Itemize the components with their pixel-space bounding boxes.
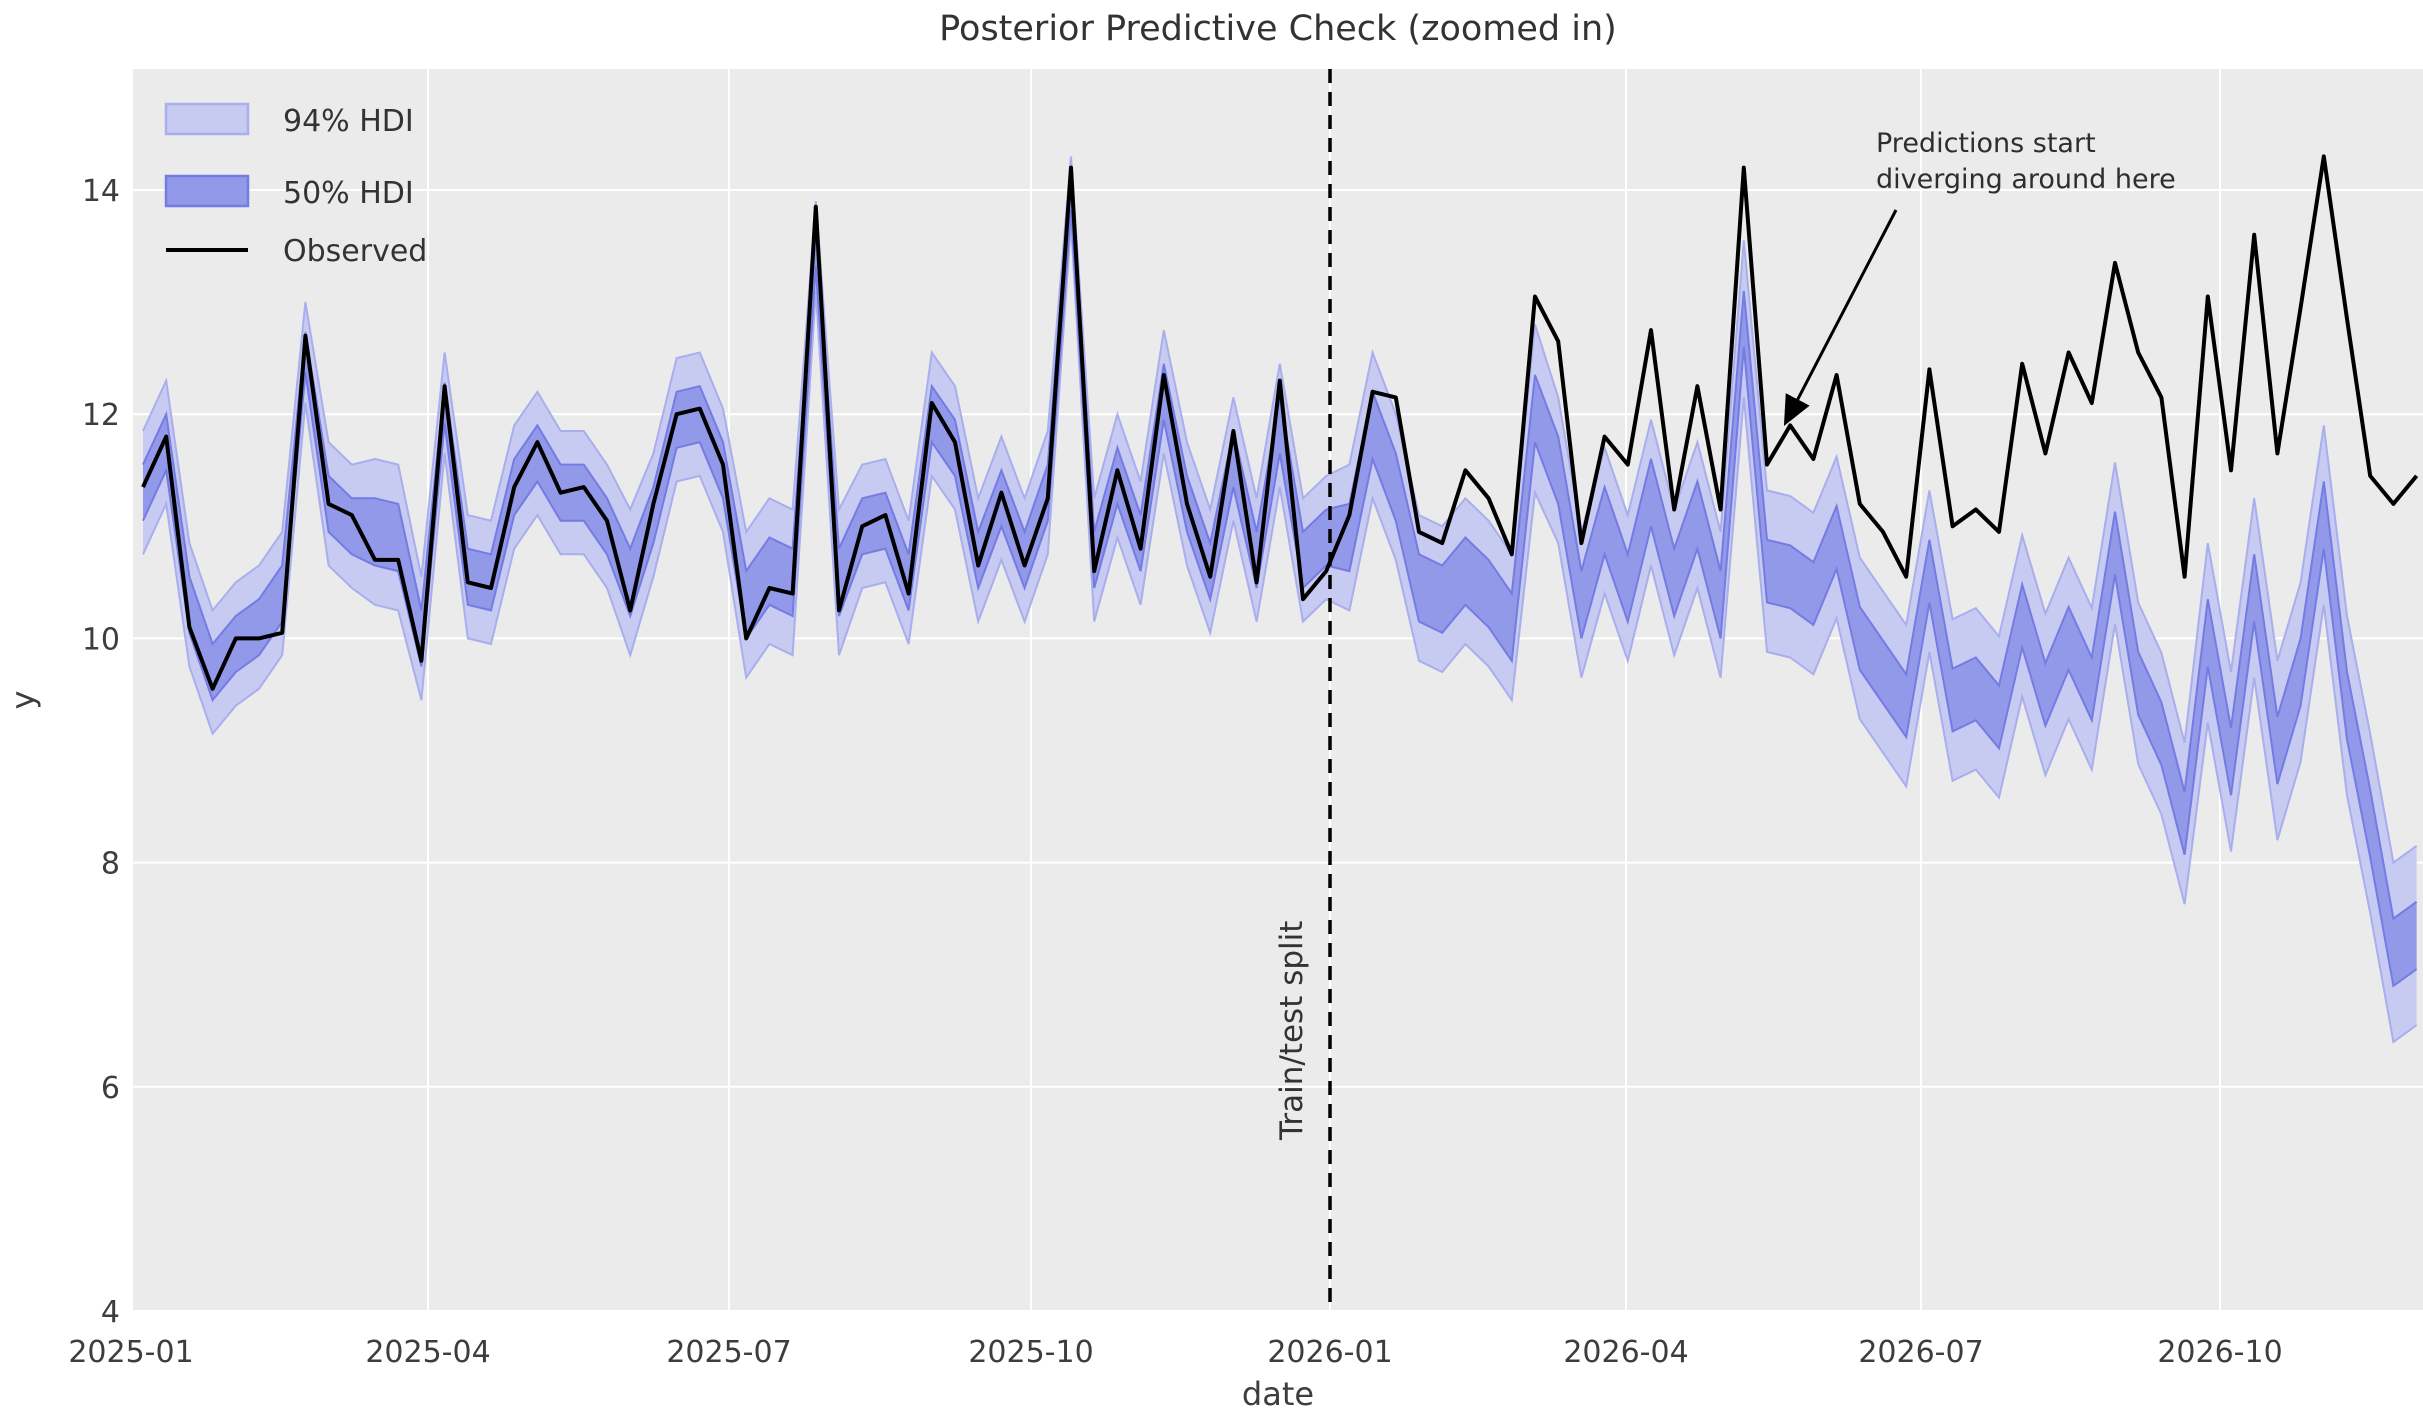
legend-label-50-hdi: 50% HDI <box>283 176 414 211</box>
y-tick-label: 6 <box>101 1071 120 1106</box>
legend-swatch-94-hdi <box>164 102 250 136</box>
y-axis-ticks: 4 6 8 10 12 14 <box>82 174 120 1330</box>
y-tick-label: 8 <box>101 847 120 882</box>
legend-swatch-50-hdi <box>164 174 250 208</box>
x-tick-label: 2025-07 <box>666 1335 791 1370</box>
y-tick-label: 14 <box>82 174 120 209</box>
x-tick-label: 2026-07 <box>1858 1335 1983 1370</box>
x-tick-label: 2025-04 <box>365 1335 490 1370</box>
hdi50-band-lower-edge <box>142 210 2418 988</box>
hdi94-band-lower-edge <box>142 223 2418 1044</box>
y-tick-label: 10 <box>82 622 120 657</box>
y-tick-label: 4 <box>101 1295 120 1330</box>
x-axis-label: date <box>1242 1375 1314 1413</box>
diverging-annotation: Predictions start diverging around here <box>1783 128 2176 426</box>
legend-label-94-hdi: 94% HDI <box>283 104 414 139</box>
annotation-arrow <box>1783 209 1898 426</box>
legend-label-observed: Observed <box>283 234 427 269</box>
y-axis-label: y <box>4 691 42 710</box>
legend: 94% HDI 50% HDI Observed <box>164 102 427 269</box>
x-tick-label: 2026-10 <box>2157 1335 2282 1370</box>
annotation-text: Predictions start diverging around here <box>1876 128 2176 195</box>
chart-title: Posterior Predictive Check (zoomed in) <box>939 9 1617 49</box>
annotation-text-line2: diverging around here <box>1876 164 2176 195</box>
hdi94-band-upper-edge <box>142 156 2418 865</box>
observed-line <box>141 154 2419 691</box>
train-test-split-label: Train/test split <box>1274 921 1310 1141</box>
x-tick-label: 2025-01 <box>68 1335 193 1370</box>
x-tick-label: 2026-04 <box>1563 1335 1688 1370</box>
x-axis-ticks: 2025-01 2025-04 2025-07 2025-10 2026-01 2026-… <box>68 1335 2282 1370</box>
x-tick-label: 2026-01 <box>1267 1335 1392 1370</box>
x-tick-label: 2025-10 <box>968 1335 1093 1370</box>
annotation-text-line1: Predictions start <box>1876 128 2096 159</box>
series-layer <box>141 154 2419 1044</box>
y-tick-label: 12 <box>82 398 120 433</box>
